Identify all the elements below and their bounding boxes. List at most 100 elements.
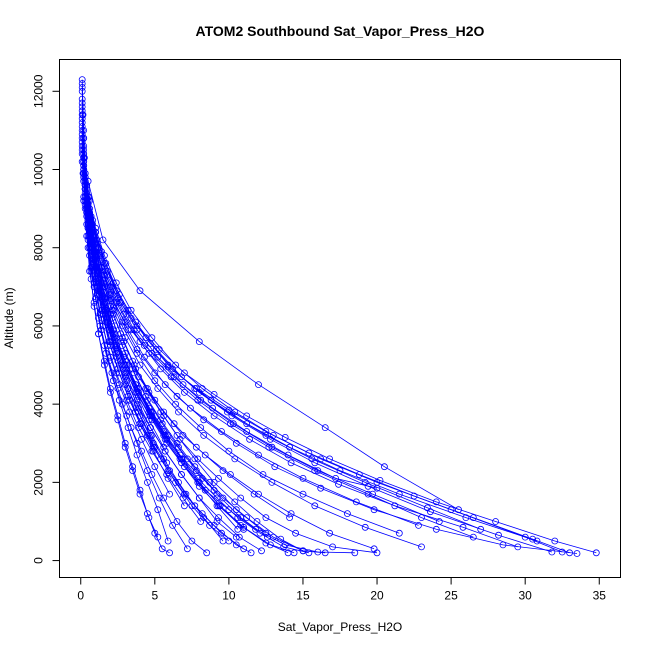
data-point [191, 385, 199, 392]
data-point [326, 529, 334, 537]
data-point [149, 443, 157, 451]
data-point [194, 396, 202, 404]
data-point [166, 549, 174, 557]
data-point [499, 541, 507, 549]
y-axis: 0 2000 4000 6000 8000 10000 12000 [32, 74, 60, 564]
data-point [194, 474, 202, 482]
data-point [104, 318, 111, 326]
data-point [361, 523, 369, 531]
data-point [154, 353, 162, 361]
y-tick-label: 6000 [32, 312, 46, 339]
data-point [164, 474, 172, 482]
data-point [183, 545, 191, 553]
data-point [200, 431, 208, 439]
data-point [172, 400, 180, 408]
data-point [210, 412, 218, 420]
data-point [287, 510, 295, 517]
data-point [152, 345, 160, 353]
data-point [90, 279, 98, 287]
data-point [143, 510, 151, 517]
y-tick-label: 8000 [32, 234, 46, 261]
data-point [210, 478, 218, 486]
data-point [548, 548, 556, 556]
data-point [155, 494, 163, 502]
data-point [395, 490, 403, 498]
data-point [99, 236, 107, 244]
data-point [376, 476, 384, 484]
data-point [148, 447, 156, 455]
data-point [133, 451, 141, 459]
data-point [266, 541, 274, 549]
series-line [83, 173, 202, 522]
data-point [573, 550, 581, 557]
series-25 [80, 197, 162, 541]
data-point [370, 506, 378, 514]
data-point [237, 494, 245, 502]
data-point [216, 502, 224, 510]
series-line [81, 114, 244, 550]
data-point [164, 537, 172, 545]
data-point [252, 525, 260, 533]
data-point [90, 255, 98, 263]
data-point [234, 514, 242, 521]
series-line [83, 157, 400, 534]
data-point [380, 463, 388, 471]
data-point [173, 439, 181, 447]
data-point [292, 529, 300, 537]
data-point [223, 408, 231, 416]
data-point [132, 388, 140, 396]
data-point [121, 443, 129, 451]
data-point [109, 326, 117, 334]
data-point [132, 381, 140, 389]
x-tick-label: 35 [593, 589, 607, 603]
data-point [343, 510, 351, 517]
data-point [135, 424, 142, 432]
data-point [154, 385, 162, 392]
x-tick-label: 5 [151, 589, 158, 603]
data-point [477, 525, 485, 533]
x-axis-label: Sat_Vapor_Press_H2O [278, 620, 403, 634]
data-point [225, 506, 233, 514]
data-point [286, 443, 294, 451]
data-point [105, 338, 113, 346]
data-point [286, 514, 294, 521]
data-point [268, 478, 276, 486]
data-point [142, 392, 150, 400]
data-point [81, 185, 89, 193]
data-point [107, 388, 114, 396]
data-point [133, 439, 141, 447]
data-point [311, 467, 319, 475]
data-point [96, 310, 104, 318]
data-point [170, 420, 178, 428]
x-tick-label: 30 [519, 589, 533, 603]
data-point [114, 365, 122, 373]
data-point [178, 455, 185, 463]
data-point [218, 428, 225, 435]
data-point [231, 498, 239, 506]
data-point [262, 514, 270, 521]
data-point [80, 154, 88, 162]
data-point [246, 435, 254, 443]
data-point [395, 529, 403, 537]
data-point [133, 400, 141, 408]
data-point [112, 349, 120, 357]
data-point [161, 381, 169, 389]
data-point [180, 388, 188, 396]
data-point [198, 510, 206, 517]
data-point [361, 478, 369, 486]
data-point [160, 443, 168, 451]
data-point [201, 486, 209, 494]
data-point [83, 205, 91, 213]
data-point [148, 431, 156, 439]
data-point [175, 408, 182, 416]
y-tick-label: 10000 [32, 152, 46, 186]
data-point [158, 545, 166, 553]
data-point [423, 504, 431, 512]
x-tick-label: 10 [222, 589, 236, 603]
data-point [364, 490, 372, 498]
data-point [290, 549, 298, 557]
y-tick-label: 0 [32, 557, 46, 564]
data-point [263, 533, 271, 541]
data-point [145, 404, 153, 412]
data-point [78, 138, 86, 146]
